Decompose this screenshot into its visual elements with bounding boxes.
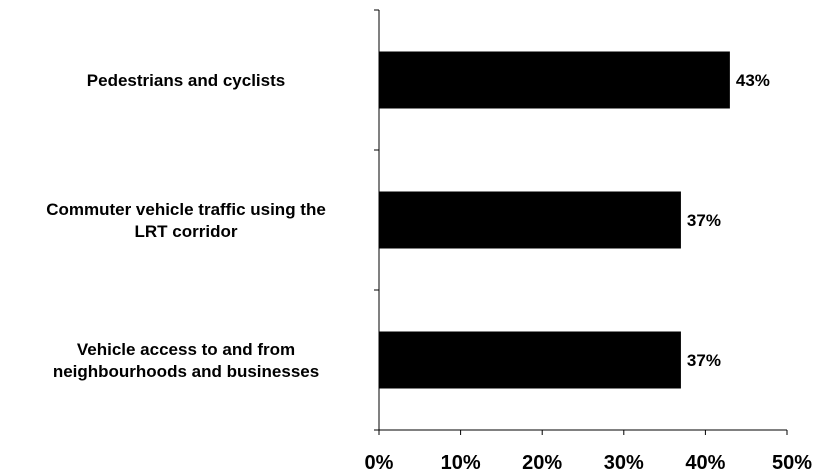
category-labels: Pedestrians and cyclists Commuter vehicle… [46,71,326,381]
bar-value-label: 43% [736,71,770,90]
x-tick-label: 40% [685,452,725,474]
bar [379,51,730,109]
category-label-line: Vehicle access to and from [77,340,295,359]
data-labels: 43% 37% 37% [687,71,770,370]
category-label-line: neighbourhoods and businesses [53,362,319,381]
x-tick-label: 30% [604,452,644,474]
category-label: Commuter vehicle traffic using the LRT co… [46,200,326,241]
category-label-line: Commuter vehicle traffic using the [46,200,326,219]
x-tick-label: 0% [365,452,394,474]
bar-value-label: 37% [687,351,721,370]
x-tick-label: 20% [522,452,562,474]
category-label: Vehicle access to and from neighbourhoods… [53,340,319,381]
bar [379,191,681,249]
category-label-line: Pedestrians and cyclists [87,71,285,90]
x-tick-label: 10% [441,452,481,474]
x-tick-label: 50% [772,452,812,474]
chart-bars [379,51,730,389]
category-label: Pedestrians and cyclists [87,71,285,90]
bar [379,331,681,389]
bar-value-label: 37% [687,211,721,230]
category-label-line: LRT corridor [135,222,238,241]
x-tick-labels: 0% 10% 20% 30% 40% 50% [365,452,813,474]
